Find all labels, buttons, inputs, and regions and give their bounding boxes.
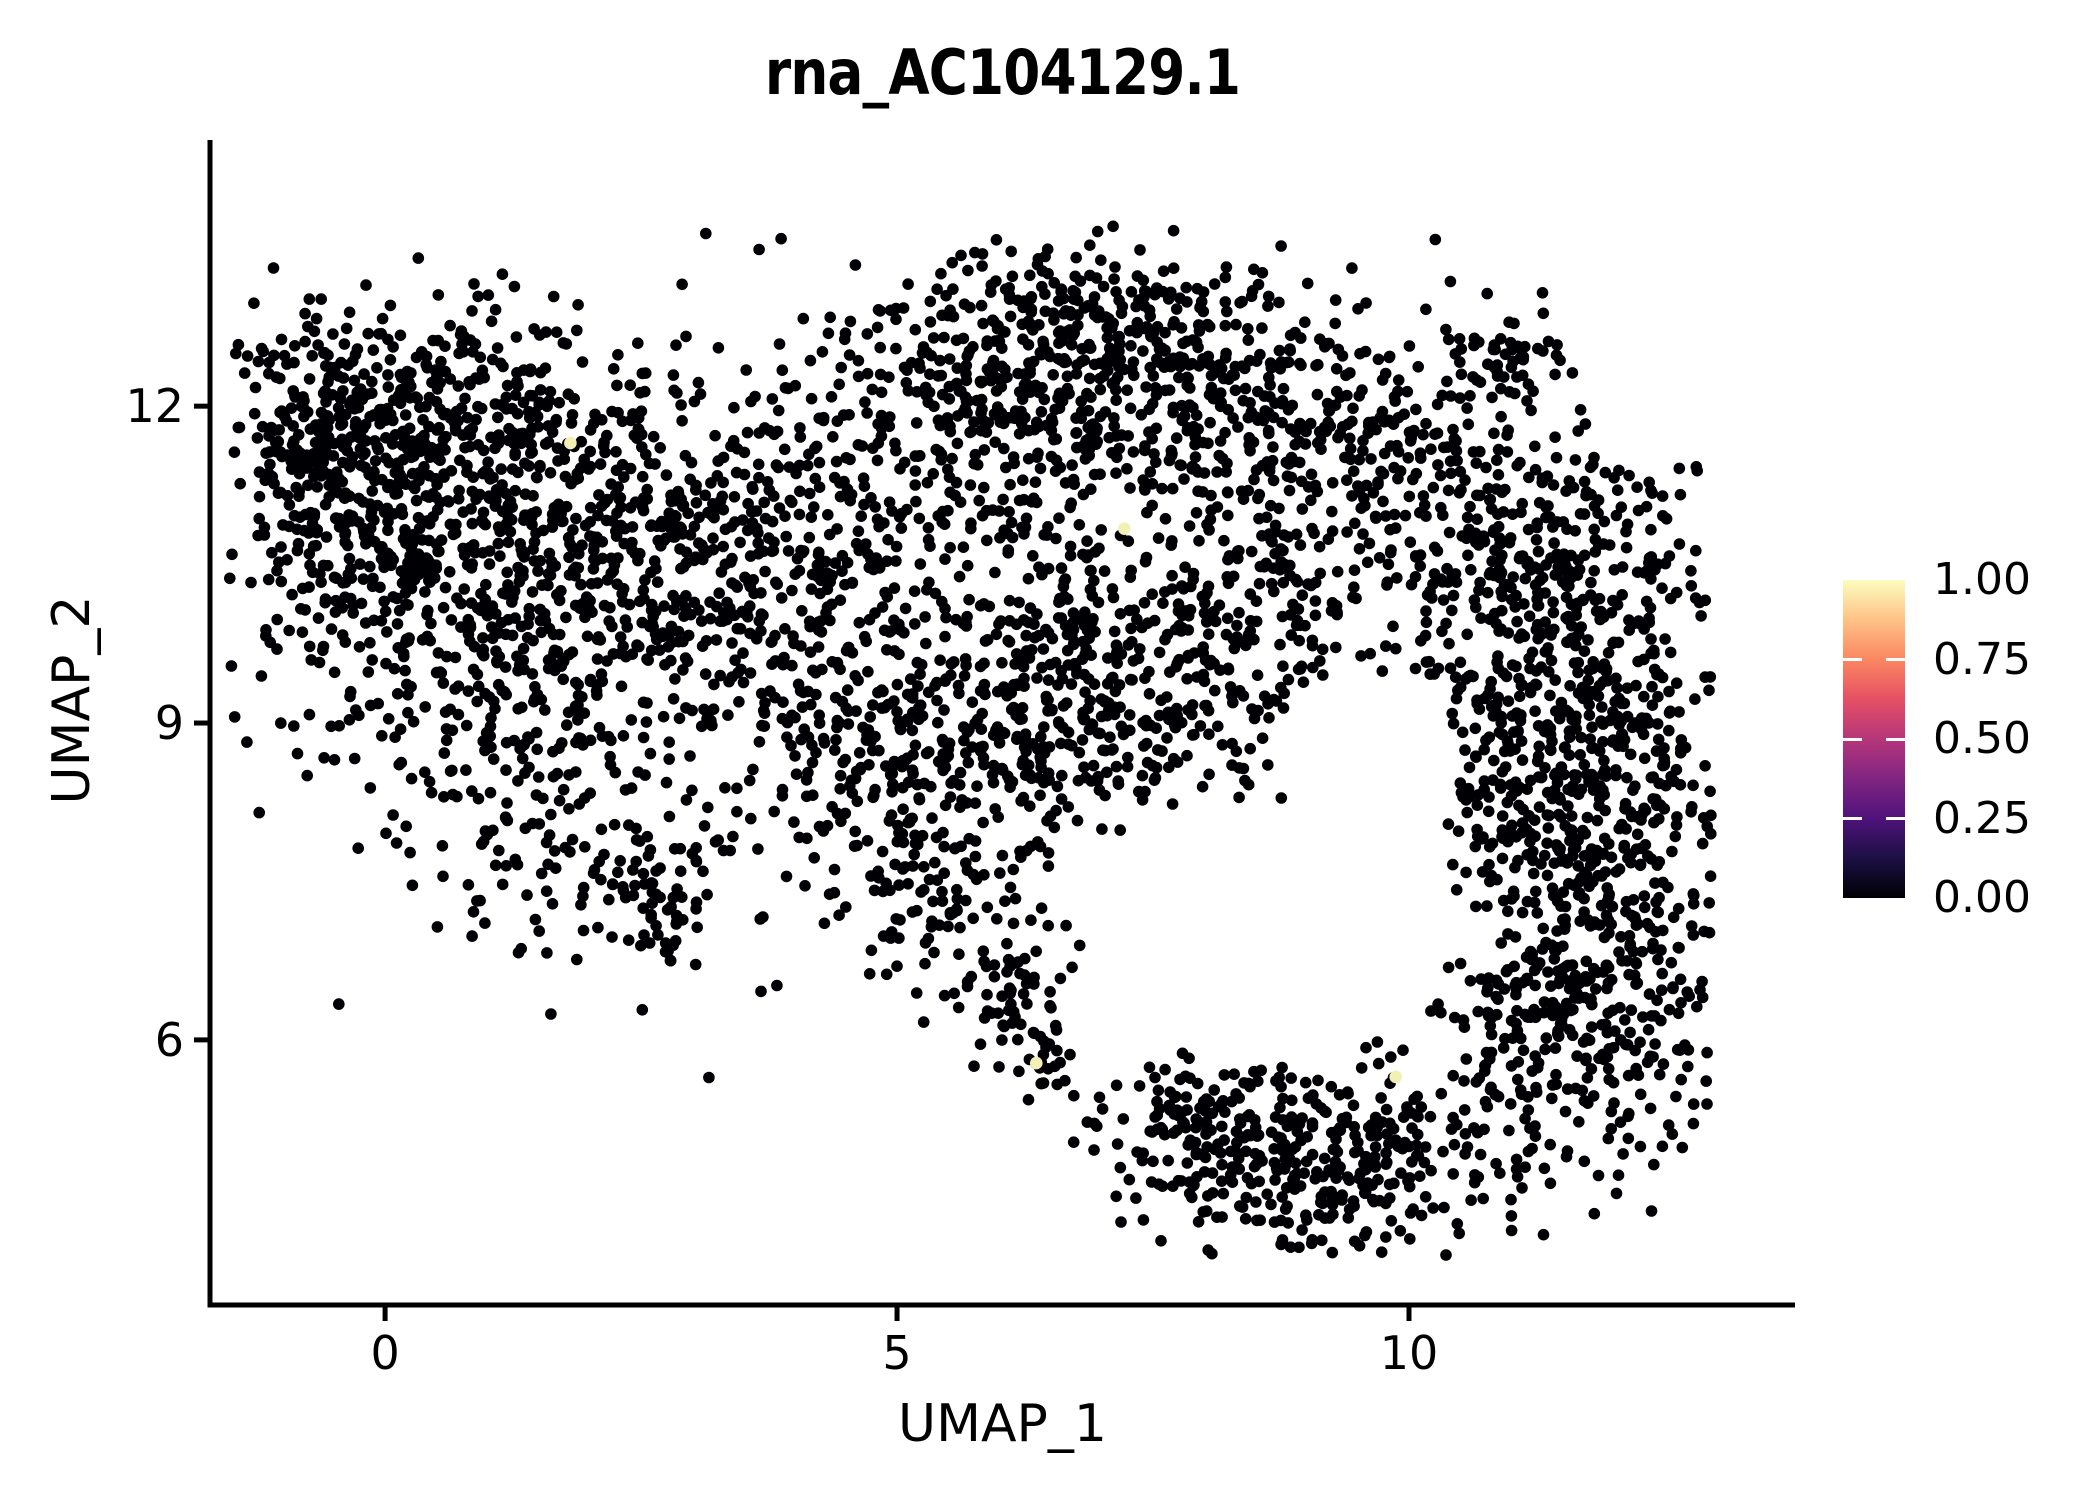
y-tick-label: 6: [154, 1012, 184, 1067]
axes-layer: [194, 140, 1795, 1321]
highlight-points-layer: [564, 436, 1402, 1084]
colorbar-legend: [1843, 580, 1905, 898]
colorbar-tick-mark: [1843, 817, 1862, 820]
highlight-point: [564, 436, 577, 450]
points-layer: [224, 220, 1717, 1261]
plot-title: rna_AC104129.1: [764, 36, 1241, 109]
highlight-point: [1030, 1056, 1043, 1070]
colorbar-tick-label: 1.00: [1933, 554, 2031, 605]
x-axis-title: UMAP_1: [898, 1394, 1107, 1454]
colorbar-tick-label: 0.00: [1933, 872, 2031, 923]
colorbar-tick-mark: [1843, 737, 1862, 741]
colorbar-tick-label: 0.50: [1933, 713, 2031, 764]
highlight-point: [1389, 1070, 1402, 1084]
highlight-point: [1118, 522, 1131, 535]
x-tick-label: 10: [1379, 1326, 1439, 1380]
colorbar-tick-label: 0.25: [1933, 792, 2031, 844]
colorbar-tick-mark: [1843, 658, 1862, 661]
colorbar-tick-mark: [1886, 658, 1905, 661]
y-tick-label: 12: [125, 379, 184, 434]
y-tick-label: 9: [154, 696, 184, 751]
x-tick-label: 5: [882, 1326, 912, 1380]
x-tick-label: 0: [370, 1326, 400, 1380]
colorbar-tick-mark: [1886, 817, 1905, 820]
colorbar-tick-label: 0.75: [1933, 633, 2031, 685]
colorbar-tick-mark: [1886, 737, 1905, 741]
